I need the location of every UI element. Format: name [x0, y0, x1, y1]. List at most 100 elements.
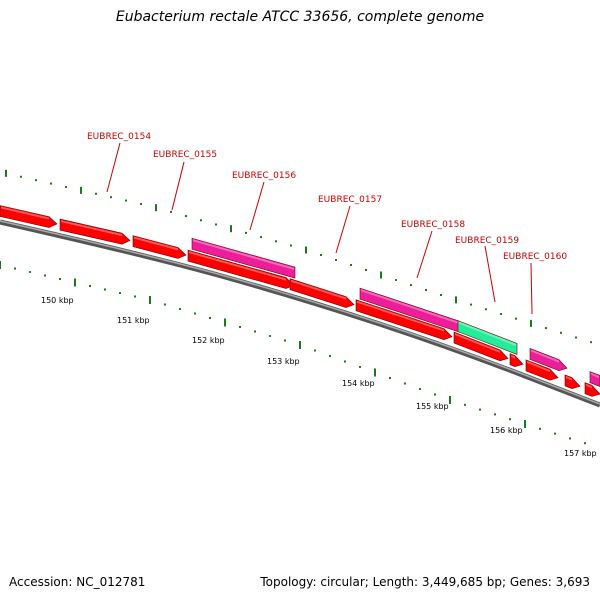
gene-label[interactable]: EUBREC_0159 — [455, 236, 519, 246]
major-tick — [80, 186, 82, 194]
minor-tick — [215, 223, 217, 226]
gene-label[interactable]: EUBREC_0155 — [153, 150, 217, 160]
minor-tick — [440, 294, 442, 296]
leader-line — [249, 181, 265, 231]
gene-shine — [291, 279, 346, 300]
major-tick — [305, 246, 307, 254]
minor-tick — [389, 377, 391, 379]
kbp-label: 155 kbp — [416, 402, 449, 411]
scale-ticks — [0, 169, 592, 445]
major-tick — [224, 318, 226, 327]
leader-line — [171, 161, 185, 211]
minor-tick — [575, 336, 577, 339]
minor-tick — [95, 192, 97, 195]
gene-arrow-red — [132, 235, 187, 259]
minor-tick — [179, 308, 181, 310]
gene-shine — [357, 300, 444, 332]
minor-tick — [509, 418, 511, 421]
kbp-labels: 150 kbp 151 kbp 152 kbp 153 kbp 154 kbp … — [41, 296, 597, 458]
major-tick — [299, 341, 301, 349]
minor-tick — [344, 360, 346, 363]
gene-arrow-red — [525, 359, 559, 381]
gene-shine — [193, 239, 294, 270]
minor-tick — [89, 285, 91, 287]
gene-labels: EUBREC_0154 EUBREC_0155 EUBREC_0156 EUBR… — [87, 132, 567, 262]
minor-tick — [164, 303, 166, 306]
minor-tick — [320, 254, 322, 256]
kbp-label: 153 kbp — [267, 357, 300, 366]
gene-shine — [1, 206, 49, 220]
kbp-label: 156 kbp — [490, 426, 523, 435]
gene-shine — [566, 375, 572, 381]
minor-tick — [350, 264, 352, 266]
minor-tick — [200, 219, 202, 222]
major-tick — [449, 396, 451, 404]
minor-tick — [494, 413, 496, 416]
minor-tick — [425, 289, 427, 291]
gene-arrow-red — [509, 353, 524, 367]
minor-tick — [470, 303, 472, 306]
major-tick — [149, 296, 151, 304]
gene-label[interactable]: EUBREC_0160 — [503, 252, 567, 262]
gene-box-pink — [589, 371, 600, 387]
gene-shine — [591, 372, 599, 379]
gene-box-pink — [191, 237, 296, 279]
minor-tick — [110, 196, 112, 199]
minor-tick — [275, 240, 277, 243]
minor-tick — [284, 339, 286, 342]
gene-label[interactable]: EUBREC_0158 — [401, 220, 465, 230]
gene-shine — [361, 289, 459, 324]
gene-arrow-red — [59, 218, 131, 245]
gene-label[interactable]: EUBREC_0156 — [232, 171, 296, 181]
minor-tick — [44, 274, 46, 277]
leader-line — [484, 245, 496, 303]
gene-arrow-red — [584, 382, 600, 397]
minor-tick — [485, 308, 487, 311]
accession-text: Accession: NC_012781 — [9, 575, 146, 589]
major-tick — [74, 278, 76, 287]
backbone-highlight — [0, 220, 600, 405]
minor-tick — [104, 288, 106, 291]
minor-tick — [464, 403, 466, 406]
major-tick — [5, 169, 7, 177]
gene-label[interactable]: EUBREC_0154 — [87, 132, 151, 142]
minor-tick — [245, 231, 247, 234]
major-tick — [155, 204, 157, 212]
kbp-label: 152 kbp — [192, 336, 225, 345]
minor-tick — [209, 317, 211, 319]
gene-shine — [459, 321, 516, 347]
gene-label[interactable]: EUBREC_0157 — [318, 195, 382, 205]
minor-tick — [539, 427, 541, 430]
minor-tick — [404, 382, 406, 385]
minor-tick — [419, 388, 421, 390]
minor-tick — [194, 312, 196, 315]
leader-line — [530, 262, 533, 315]
minor-tick — [14, 267, 16, 270]
gene-shine — [134, 236, 178, 251]
minor-tick — [134, 295, 136, 298]
minor-tick — [125, 199, 127, 202]
gene-shine — [527, 360, 550, 373]
minor-tick — [335, 259, 337, 261]
gene-shine — [586, 383, 592, 389]
minor-tick — [185, 215, 187, 218]
gene-shine — [189, 251, 286, 281]
major-tick — [455, 296, 457, 304]
gene-arrow-red — [289, 278, 355, 308]
genome-summary-text: Topology: circular; Length: 3,449,685 bp… — [260, 575, 590, 589]
minor-tick — [569, 437, 571, 440]
gene-shine — [61, 220, 122, 237]
minor-tick — [359, 366, 361, 368]
gene-shine — [531, 349, 559, 363]
kbp-label: 157 kbp — [564, 449, 597, 458]
gene-shine — [455, 333, 500, 353]
label-leaders — [106, 142, 533, 315]
kbp-label: 150 kbp — [41, 296, 74, 305]
leader-line — [416, 230, 433, 279]
minor-tick — [170, 210, 172, 213]
major-tick — [524, 420, 526, 428]
gene-box-green — [457, 320, 518, 355]
minor-tick — [254, 330, 256, 333]
gene-arrow-red — [564, 374, 581, 389]
